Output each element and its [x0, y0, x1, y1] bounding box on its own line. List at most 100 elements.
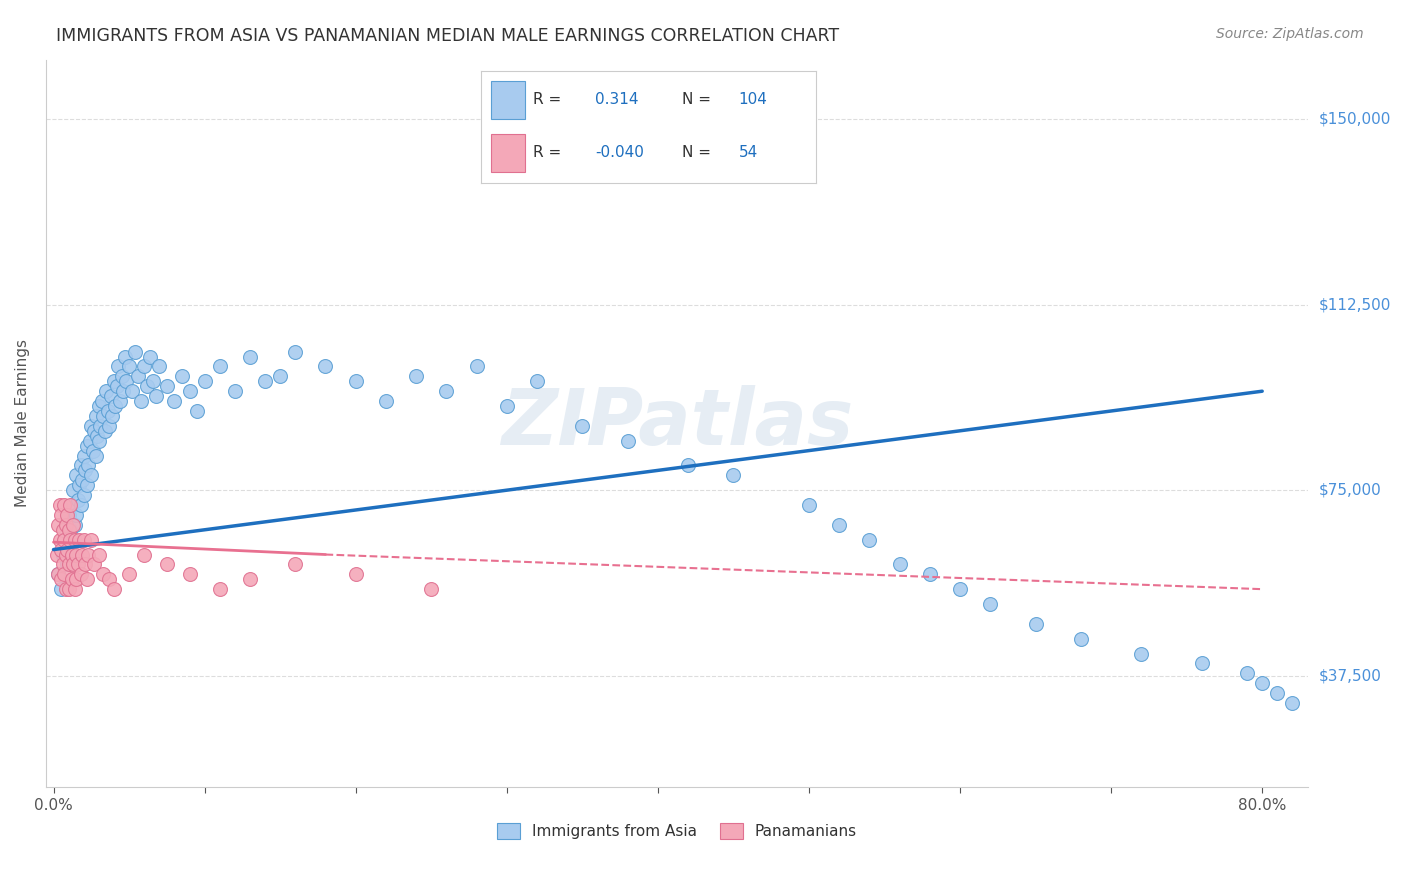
- Point: [93, 409, 115, 423]
- Point: [134, 548, 156, 562]
- Point: [134, 359, 156, 374]
- Point: [186, 404, 208, 418]
- Point: [49, 508, 72, 522]
- Point: [1025, 616, 1047, 631]
- Point: [97, 404, 120, 418]
- Point: [77, 548, 100, 562]
- Text: $75,000: $75,000: [1319, 483, 1381, 498]
- Point: [676, 458, 699, 473]
- Point: [1236, 666, 1258, 681]
- Legend: Immigrants from Asia, Panamanians: Immigrants from Asia, Panamanians: [491, 817, 863, 845]
- Point: [56, 558, 79, 572]
- Point: [76, 572, 98, 586]
- Point: [93, 567, 115, 582]
- Point: [495, 399, 517, 413]
- Point: [405, 369, 427, 384]
- Point: [616, 434, 638, 448]
- Point: [1281, 696, 1303, 710]
- Text: $150,000: $150,000: [1319, 112, 1391, 127]
- Point: [96, 384, 118, 399]
- Text: $37,500: $37,500: [1319, 668, 1382, 683]
- Point: [1265, 686, 1288, 700]
- Point: [108, 394, 131, 409]
- Point: [46, 517, 69, 532]
- Point: [53, 533, 76, 547]
- Point: [284, 558, 307, 572]
- Point: [156, 558, 179, 572]
- Point: [49, 582, 72, 597]
- Point: [858, 533, 880, 547]
- Point: [89, 418, 111, 433]
- Point: [208, 359, 231, 374]
- Point: [723, 468, 745, 483]
- Point: [46, 567, 69, 582]
- Point: [239, 572, 262, 586]
- Point: [60, 498, 83, 512]
- Point: [65, 468, 87, 483]
- Point: [344, 567, 367, 582]
- Point: [60, 533, 83, 547]
- Point: [420, 582, 443, 597]
- Point: [53, 498, 76, 512]
- Point: [163, 394, 186, 409]
- Point: [104, 399, 127, 413]
- Point: [124, 344, 146, 359]
- Point: [465, 359, 488, 374]
- Point: [70, 473, 93, 487]
- Point: [55, 517, 77, 532]
- Point: [115, 374, 138, 388]
- Point: [571, 418, 593, 433]
- Point: [139, 350, 162, 364]
- Point: [254, 374, 277, 388]
- Point: [76, 478, 98, 492]
- Point: [49, 572, 72, 586]
- Point: [145, 389, 167, 403]
- Point: [224, 384, 246, 399]
- Point: [103, 582, 125, 597]
- Point: [67, 478, 90, 492]
- Text: IMMIGRANTS FROM ASIA VS PANAMANIAN MEDIAN MALE EARNINGS CORRELATION CHART: IMMIGRANTS FROM ASIA VS PANAMANIAN MEDIA…: [56, 27, 839, 45]
- Point: [83, 558, 105, 572]
- Point: [58, 582, 80, 597]
- Point: [434, 384, 457, 399]
- Text: ZIPatlas: ZIPatlas: [501, 385, 853, 461]
- Point: [60, 572, 83, 586]
- Point: [101, 409, 124, 423]
- Point: [75, 558, 97, 572]
- Point: [105, 379, 128, 393]
- Point: [46, 567, 69, 582]
- Point: [75, 463, 97, 477]
- Point: [73, 533, 96, 547]
- Point: [110, 369, 132, 384]
- Point: [84, 409, 107, 423]
- Point: [73, 488, 96, 502]
- Point: [194, 374, 217, 388]
- Point: [63, 533, 86, 547]
- Point: [48, 498, 70, 512]
- Point: [889, 558, 911, 572]
- Point: [918, 567, 941, 582]
- Point: [82, 443, 104, 458]
- Point: [208, 582, 231, 597]
- Point: [949, 582, 972, 597]
- Point: [49, 542, 72, 557]
- Point: [79, 434, 101, 448]
- Point: [142, 374, 165, 388]
- Point: [1070, 632, 1092, 646]
- Point: [797, 498, 820, 512]
- Point: [129, 394, 152, 409]
- Point: [269, 369, 291, 384]
- Point: [828, 517, 851, 532]
- Point: [69, 567, 91, 582]
- Point: [66, 558, 89, 572]
- Point: [314, 359, 336, 374]
- Point: [979, 597, 1001, 611]
- Point: [94, 424, 117, 438]
- Point: [118, 359, 141, 374]
- Point: [65, 508, 87, 522]
- Point: [107, 359, 129, 374]
- Point: [48, 533, 70, 547]
- Point: [62, 558, 84, 572]
- Point: [59, 498, 82, 512]
- Point: [121, 384, 143, 399]
